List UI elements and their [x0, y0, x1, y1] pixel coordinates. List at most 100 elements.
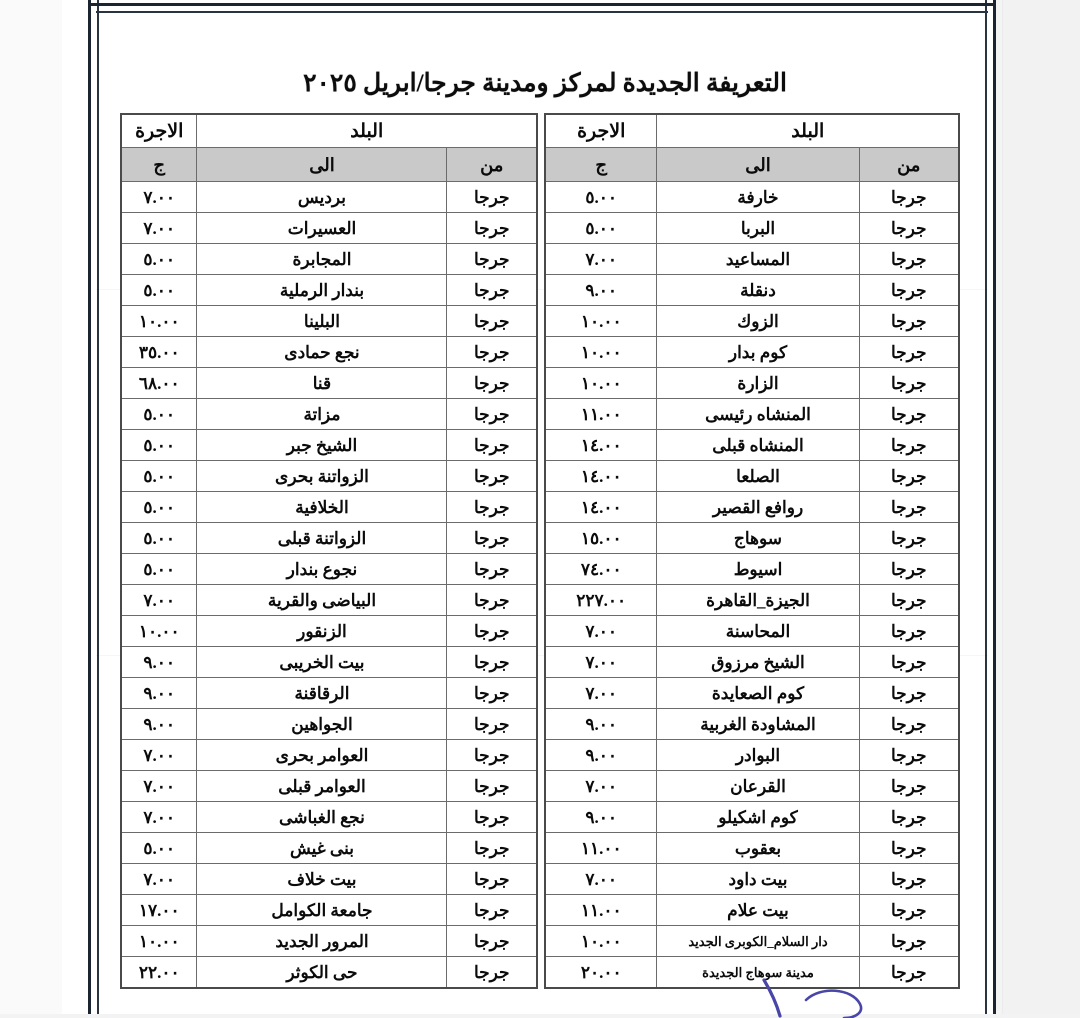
cell-from: جرجا: [858, 801, 960, 833]
table-row: جرجا كوم بدار ١٠.٠٠: [544, 336, 960, 368]
cell-fare: ٢٢.٠٠: [120, 956, 198, 989]
cell-fare: ٥.٠٠: [544, 212, 658, 244]
table-header-group-row: البلد الاجرة: [544, 113, 960, 148]
cell-fare: ٩.٠٠: [120, 646, 198, 678]
table-row: جرجا بيت الخريبى ٩.٠٠: [120, 646, 538, 678]
table-row: جرجا كوم الصعايدة ٧.٠٠: [544, 677, 960, 709]
cell-fare: ١٥.٠٠: [544, 522, 658, 554]
cell-to: العوامر بحرى: [196, 739, 448, 771]
cell-fare: ٧.٠٠: [544, 646, 658, 678]
cell-to: جامعة الكوامل: [196, 894, 448, 926]
header-group-fare: الاجرة: [544, 113, 658, 148]
cell-to: حى الكوثر: [196, 956, 448, 989]
table-row: جرجا خارفة ٥.٠٠: [544, 181, 960, 213]
cell-to: العسيرات: [196, 212, 448, 244]
cell-to: القرعان: [656, 770, 860, 802]
table-row: جرجا المجابرة ٥.٠٠: [120, 243, 538, 275]
table-row: جرجا بيت داود ٧.٠٠: [544, 863, 960, 895]
cell-from: جرجا: [858, 274, 960, 306]
cell-to: كوم الصعايدة: [656, 677, 860, 709]
table-row: جرجا الزواتنة قبلى ٥.٠٠: [120, 522, 538, 554]
cell-fare: ٧.٠٠: [544, 615, 658, 647]
table-row: جرجا الزارة ١٠.٠٠: [544, 367, 960, 399]
table-row: جرجا دار السلام_الكوبرى الجديد ١٠.٠٠: [544, 925, 960, 957]
cell-fare: ٧.٠٠: [120, 770, 198, 802]
cell-fare: ١٤.٠٠: [544, 491, 658, 523]
table-row: جرجا برديس ٧.٠٠: [120, 181, 538, 213]
table-row: جرجا نجع الغباشى ٧.٠٠: [120, 801, 538, 833]
cell-to: سوهاج: [656, 522, 860, 554]
cell-from: جرجا: [446, 181, 538, 213]
table-row: جرجا حى الكوثر ٢٢.٠٠: [120, 956, 538, 989]
cell-to: برديس: [196, 181, 448, 213]
cell-to: المنشاه رئيسى: [656, 398, 860, 430]
cell-to: المحاسنة: [656, 615, 860, 647]
cell-fare: ١٤.٠٠: [544, 460, 658, 492]
cell-from: جرجا: [446, 894, 538, 926]
cell-fare: ١٠.٠٠: [544, 367, 658, 399]
cell-to: بعقوب: [656, 832, 860, 864]
table-row: جرجا الجواهين ٩.٠٠: [120, 708, 538, 740]
table-row: جرجا المنشاه قبلى ١٤.٠٠: [544, 429, 960, 461]
header-col-from: من: [446, 147, 538, 182]
cell-fare: ٩.٠٠: [120, 708, 198, 740]
cell-to: بندار الرملية: [196, 274, 448, 306]
table-header-sub-row: من الى ج: [544, 147, 960, 182]
cell-fare: ٧.٠٠: [544, 243, 658, 275]
cell-from: جرجا: [446, 243, 538, 275]
table-row: جرجا الخلافية ٥.٠٠: [120, 491, 538, 523]
table-row: جرجا الزوك ١٠.٠٠: [544, 305, 960, 337]
cell-fare: ١٤.٠٠: [544, 429, 658, 461]
cell-from: جرجا: [446, 212, 538, 244]
cell-fare: ٧.٠٠: [120, 739, 198, 771]
table-row: جرجا البياضى والقرية ٧.٠٠: [120, 584, 538, 616]
cell-from: جرجا: [858, 212, 960, 244]
cell-to: بنى غيش: [196, 832, 448, 864]
cell-fare: ١٠.٠٠: [544, 336, 658, 368]
cell-from: جرجا: [446, 274, 538, 306]
table-row: جرجا بيت خلاف ٧.٠٠: [120, 863, 538, 895]
cell-to: بيت داود: [656, 863, 860, 895]
cell-from: جرجا: [858, 584, 960, 616]
table-row: جرجا مدينة سوهاج الجديدة ٢٠.٠٠: [544, 956, 960, 989]
header-col-to: الى: [656, 147, 860, 182]
cell-fare: ٥.٠٠: [120, 832, 198, 864]
page-margin-right: [1002, 0, 1080, 1014]
cell-from: جرجا: [858, 243, 960, 275]
table-row: جرجا الصلعا ١٤.٠٠: [544, 460, 960, 492]
fare-rows-right: جرجا خارفة ٥.٠٠ جرجا البربا ٥.٠٠ جرجا المساعيد ٧…: [544, 181, 960, 989]
cell-from: جرجا: [446, 708, 538, 740]
cell-from: جرجا: [446, 770, 538, 802]
cell-fare: ١٠.٠٠: [544, 925, 658, 957]
table-row: جرجا مزاتة ٥.٠٠: [120, 398, 538, 430]
table-row: جرجا بعقوب ١١.٠٠: [544, 832, 960, 864]
cell-to: الرقاقنة: [196, 677, 448, 709]
cell-fare: ٥.٠٠: [120, 398, 198, 430]
cell-to: البلينا: [196, 305, 448, 337]
table-row: جرجا البربا ٥.٠٠: [544, 212, 960, 244]
cell-to: روافع القصير: [656, 491, 860, 523]
table-row: جرجا العوامر بحرى ٧.٠٠: [120, 739, 538, 771]
cell-from: جرجا: [446, 646, 538, 678]
cell-from: جرجا: [858, 894, 960, 926]
header-col-from: من: [858, 147, 960, 182]
cell-fare: ١٠.٠٠: [120, 615, 198, 647]
cell-to: المساعيد: [656, 243, 860, 275]
cell-to: المرور الجديد: [196, 925, 448, 957]
table-row: جرجا الجيزة_القاهرة ٢٢٧.٠٠: [544, 584, 960, 616]
cell-to: الزواتنة بحرى: [196, 460, 448, 492]
cell-from: جرجا: [858, 956, 960, 989]
cell-fare: ٢٢٧.٠٠: [544, 584, 658, 616]
cell-to: مدينة سوهاج الجديدة: [656, 956, 860, 989]
cell-from: جرجا: [446, 863, 538, 895]
cell-fare: ٧.٠٠: [544, 863, 658, 895]
fare-table-left: البلد الاجرة من الى ج جرجا برديس ٧.٠٠ جرجا ا…: [119, 113, 538, 989]
cell-from: جرجا: [858, 305, 960, 337]
cell-to: المنشاه قبلى: [656, 429, 860, 461]
cell-fare: ٣٥.٠٠: [120, 336, 198, 368]
cell-to: الزنقور: [196, 615, 448, 647]
cell-to: خارفة: [656, 181, 860, 213]
cell-from: جرجا: [858, 336, 960, 368]
cell-fare: ١٠.٠٠: [544, 305, 658, 337]
cell-to: اسيوط: [656, 553, 860, 585]
